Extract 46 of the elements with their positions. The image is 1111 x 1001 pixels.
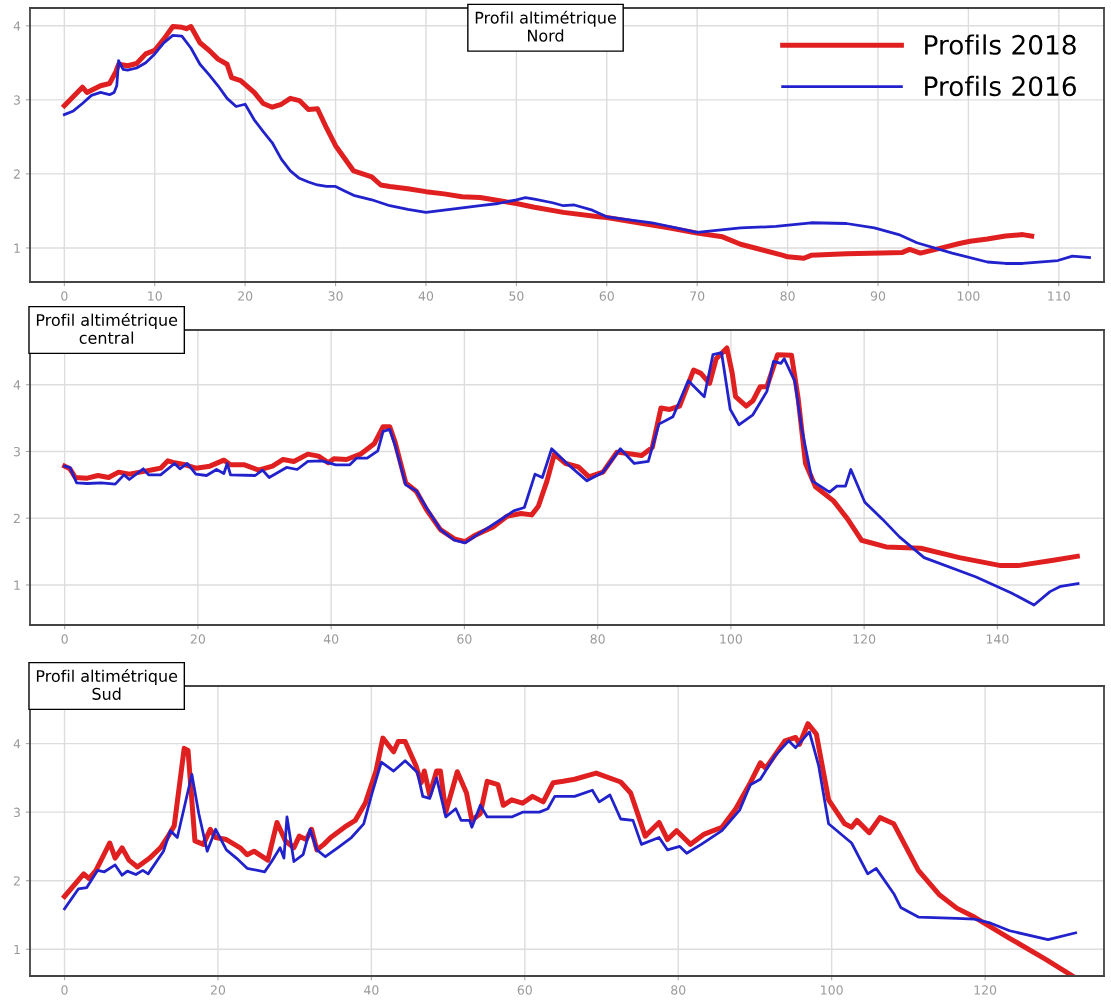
x-tick-label: 100 [821, 985, 843, 995]
x-tick-label: 60 [517, 985, 532, 995]
x-tick-label: 30 [328, 291, 343, 301]
x-tick-label: 0 [61, 634, 68, 644]
x-tick-label: 100 [957, 291, 980, 301]
x-tick-label: 80 [671, 985, 686, 995]
y-tick-label: 2 [13, 169, 20, 179]
y-tick-label: 4 [13, 21, 21, 31]
x-tick-label: 90 [870, 291, 886, 301]
x-tick-label: 110 [1048, 291, 1070, 301]
y-tick-label: 3 [13, 446, 20, 457]
x-tick-label: 60 [457, 634, 472, 644]
y-tick-label: 2 [13, 876, 20, 886]
x-tick-label: 50 [509, 291, 524, 301]
y-tick-label: 4 [13, 380, 21, 390]
text: Profil altimétrique Nord [475, 10, 616, 42]
y-tick-label: 1 [14, 580, 20, 590]
legend-label: Profils 2018 [925, 34, 1076, 55]
chart-title: Profil altimétrique Sud [36, 669, 178, 700]
x-tick-label: 120 [853, 634, 876, 644]
x-tick-label: 0 [61, 985, 68, 995]
x-tick-label: 20 [238, 291, 253, 301]
x-tick-label: 40 [418, 291, 434, 301]
x-tick-label: 140 [986, 634, 1009, 644]
x-tick-label: 40 [364, 985, 379, 995]
y-tick-label: 3 [13, 807, 20, 818]
x-tick-label: 20 [190, 634, 206, 644]
x-tick-label: 80 [590, 634, 605, 644]
x-tick-label: 100 [720, 634, 742, 644]
chart-title: Profil altimétrique central [36, 313, 178, 344]
y-tick-label: 1 [14, 243, 20, 253]
x-tick-label: 120 [974, 985, 997, 995]
y-tick-label: 4 [13, 739, 21, 749]
x-tick-label: 80 [780, 291, 795, 301]
x-tick-label: 20 [210, 985, 226, 995]
line-series [63, 730, 1078, 942]
line-series [63, 351, 1080, 607]
y-tick-label: 1 [14, 944, 20, 955]
x-tick-label: 40 [323, 634, 339, 644]
x-tick-label: 70 [690, 291, 705, 301]
legend-label: Profils 2016 [925, 75, 1076, 97]
x-tick-label: 60 [599, 291, 614, 301]
x-tick-label: 10 [148, 291, 162, 301]
y-tick-label: 2 [13, 513, 20, 523]
y-tick-label: 3 [13, 95, 20, 105]
x-tick-label: 0 [61, 291, 68, 301]
